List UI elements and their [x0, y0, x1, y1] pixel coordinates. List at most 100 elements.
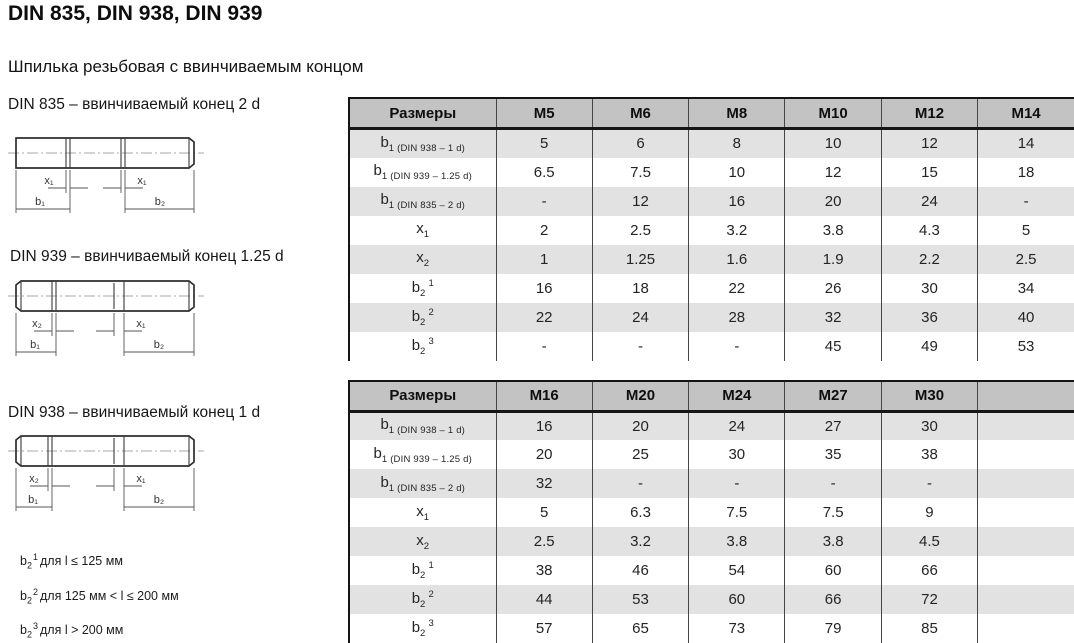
col-header-empty: [977, 379, 1074, 413]
cell: 7.5: [591, 157, 689, 187]
table-row: x2 1 1.25 1.6 1.9 2.2 2.5: [348, 244, 1074, 274]
sizes-header: Размеры: [348, 379, 496, 413]
cell: 2.5: [495, 527, 593, 556]
cell: [977, 440, 1074, 469]
cell: -: [688, 331, 785, 361]
cell: 1: [495, 244, 593, 274]
cell: 4.3: [880, 215, 978, 245]
table-row: x1 5 6.3 7.5 7.5 9: [348, 498, 1074, 527]
din835-caption: DIN 835 – ввинчиваемый конец 2 d: [8, 96, 261, 113]
din938-stud-drawing: x₂ x₁ b₁ b₂: [8, 435, 204, 511]
cell: -: [591, 331, 689, 361]
cell: 57: [495, 614, 593, 643]
footnote-superscript: 2: [32, 587, 38, 597]
col-header-m5: M5: [495, 97, 593, 130]
dim-label-b-left: b₁: [28, 494, 38, 506]
cell: 3.8: [688, 527, 785, 556]
cell: [977, 556, 1074, 585]
col-header-m30: M30: [880, 379, 978, 413]
din938-caption: DIN 938 – ввинчиваемый конец 1 d: [8, 404, 261, 421]
cell: 46: [591, 556, 689, 585]
cell: 16: [495, 411, 593, 440]
footnote-symbol: b: [20, 623, 27, 638]
cell: [977, 411, 1074, 440]
cell: 20: [495, 440, 593, 469]
cell: 16: [688, 186, 785, 216]
cell: [977, 585, 1074, 614]
cell: 18: [977, 157, 1074, 187]
header-row: Размеры M5 M6 M8 M10 M12 M14: [348, 97, 1074, 130]
footnote-superscript: 3: [32, 621, 38, 631]
dim-label-x-left: x₂: [29, 473, 39, 485]
row-label: b22: [348, 302, 496, 332]
table-row: b23 57 65 73 79 85: [348, 614, 1074, 643]
cell: 28: [688, 302, 785, 332]
cell: [977, 469, 1074, 498]
row-label: x2: [348, 527, 496, 556]
cell: 30: [880, 273, 978, 303]
cell: -: [495, 186, 593, 216]
cell: -: [688, 469, 785, 498]
table-row: b1 (DIN 835 – 2 d) -12 16 20 24-: [348, 186, 1074, 216]
row-label: b23: [348, 331, 496, 361]
cell: 24: [591, 302, 689, 332]
cell: 9: [880, 498, 978, 527]
cell: 49: [880, 331, 978, 361]
cell: 44: [495, 585, 593, 614]
din939-caption: DIN 939 – ввинчиваемый конец 1.25 d: [10, 248, 284, 265]
cell: 1.25: [591, 244, 689, 274]
cell: [977, 614, 1074, 643]
cell: 2.5: [591, 215, 689, 245]
cell: 7.5: [688, 498, 785, 527]
header-row: Размеры M16 M20 M24 M27 M30: [348, 379, 1074, 413]
cell: 12: [591, 186, 689, 216]
cell: 26: [784, 273, 882, 303]
page-subtitle: Шпилька резьбовая с ввинчиваемым концом: [8, 57, 364, 76]
cell: 32: [495, 469, 593, 498]
col-header-m27: M27: [784, 379, 882, 413]
cell: 3.8: [784, 215, 882, 245]
cell: 45: [784, 331, 882, 361]
cell: 38: [880, 440, 978, 469]
dim-label-x-right: x₁: [136, 473, 146, 485]
table-row: x2 2.5 3.2 3.8 3.8 4.5: [348, 527, 1074, 556]
footnote-b2-3: b23 для l > 200 мм: [20, 621, 123, 640]
cell: 60: [784, 556, 882, 585]
table-row: b1 (DIN 938 – 1 d) 16 20 24 27 30: [348, 411, 1074, 440]
cell: 6: [591, 128, 689, 158]
size-table-m16-m30: Размеры M16 M20 M24 M27 M30 b1 (DIN 938 – 1 d…: [348, 379, 1074, 643]
cell: 54: [688, 556, 785, 585]
cell: 60: [688, 585, 785, 614]
cell: 2.5: [977, 244, 1074, 274]
cell: 65: [591, 614, 689, 643]
cell: 2: [495, 215, 593, 245]
cell: 66: [784, 585, 882, 614]
footnote-symbol: b: [20, 554, 27, 569]
col-header-m20: M20: [591, 379, 689, 413]
table-row: x1 2 2.5 3.2 3.8 4.3 5: [348, 215, 1074, 245]
cell: 6.5: [495, 157, 593, 187]
cell: 66: [880, 556, 978, 585]
sizes-header: Размеры: [348, 97, 496, 130]
table-row: b1 (DIN 939 – 1.25 d) 20 25 30 35 38: [348, 440, 1074, 469]
row-label: b1 (DIN 939 – 1.25 d): [348, 157, 496, 187]
dim-label-b-left: b₁: [35, 196, 45, 208]
cell: 40: [977, 302, 1074, 332]
row-label: b1 (DIN 835 – 2 d): [348, 469, 496, 498]
cell: 38: [495, 556, 593, 585]
cell: 12: [784, 157, 882, 187]
footnote-text: для l ≤ 125 мм: [39, 554, 123, 569]
cell: 30: [880, 411, 978, 440]
dim-label-b-left: b₁: [30, 339, 40, 351]
cell: 2.2: [880, 244, 978, 274]
row-label: x2: [348, 244, 496, 274]
col-header-m12: M12: [880, 97, 978, 130]
table-row: b1 (DIN 938 – 1 d) 5 6 8 10 12 14: [348, 128, 1074, 158]
footnote-superscript: 1: [32, 552, 38, 562]
cell: 10: [784, 128, 882, 158]
cell: 12: [880, 128, 978, 158]
col-header-m24: M24: [688, 379, 785, 413]
dim-label-x-right: x₁: [136, 318, 146, 330]
cell: 3.2: [688, 215, 785, 245]
dim-label-b-right: b₂: [154, 494, 164, 506]
